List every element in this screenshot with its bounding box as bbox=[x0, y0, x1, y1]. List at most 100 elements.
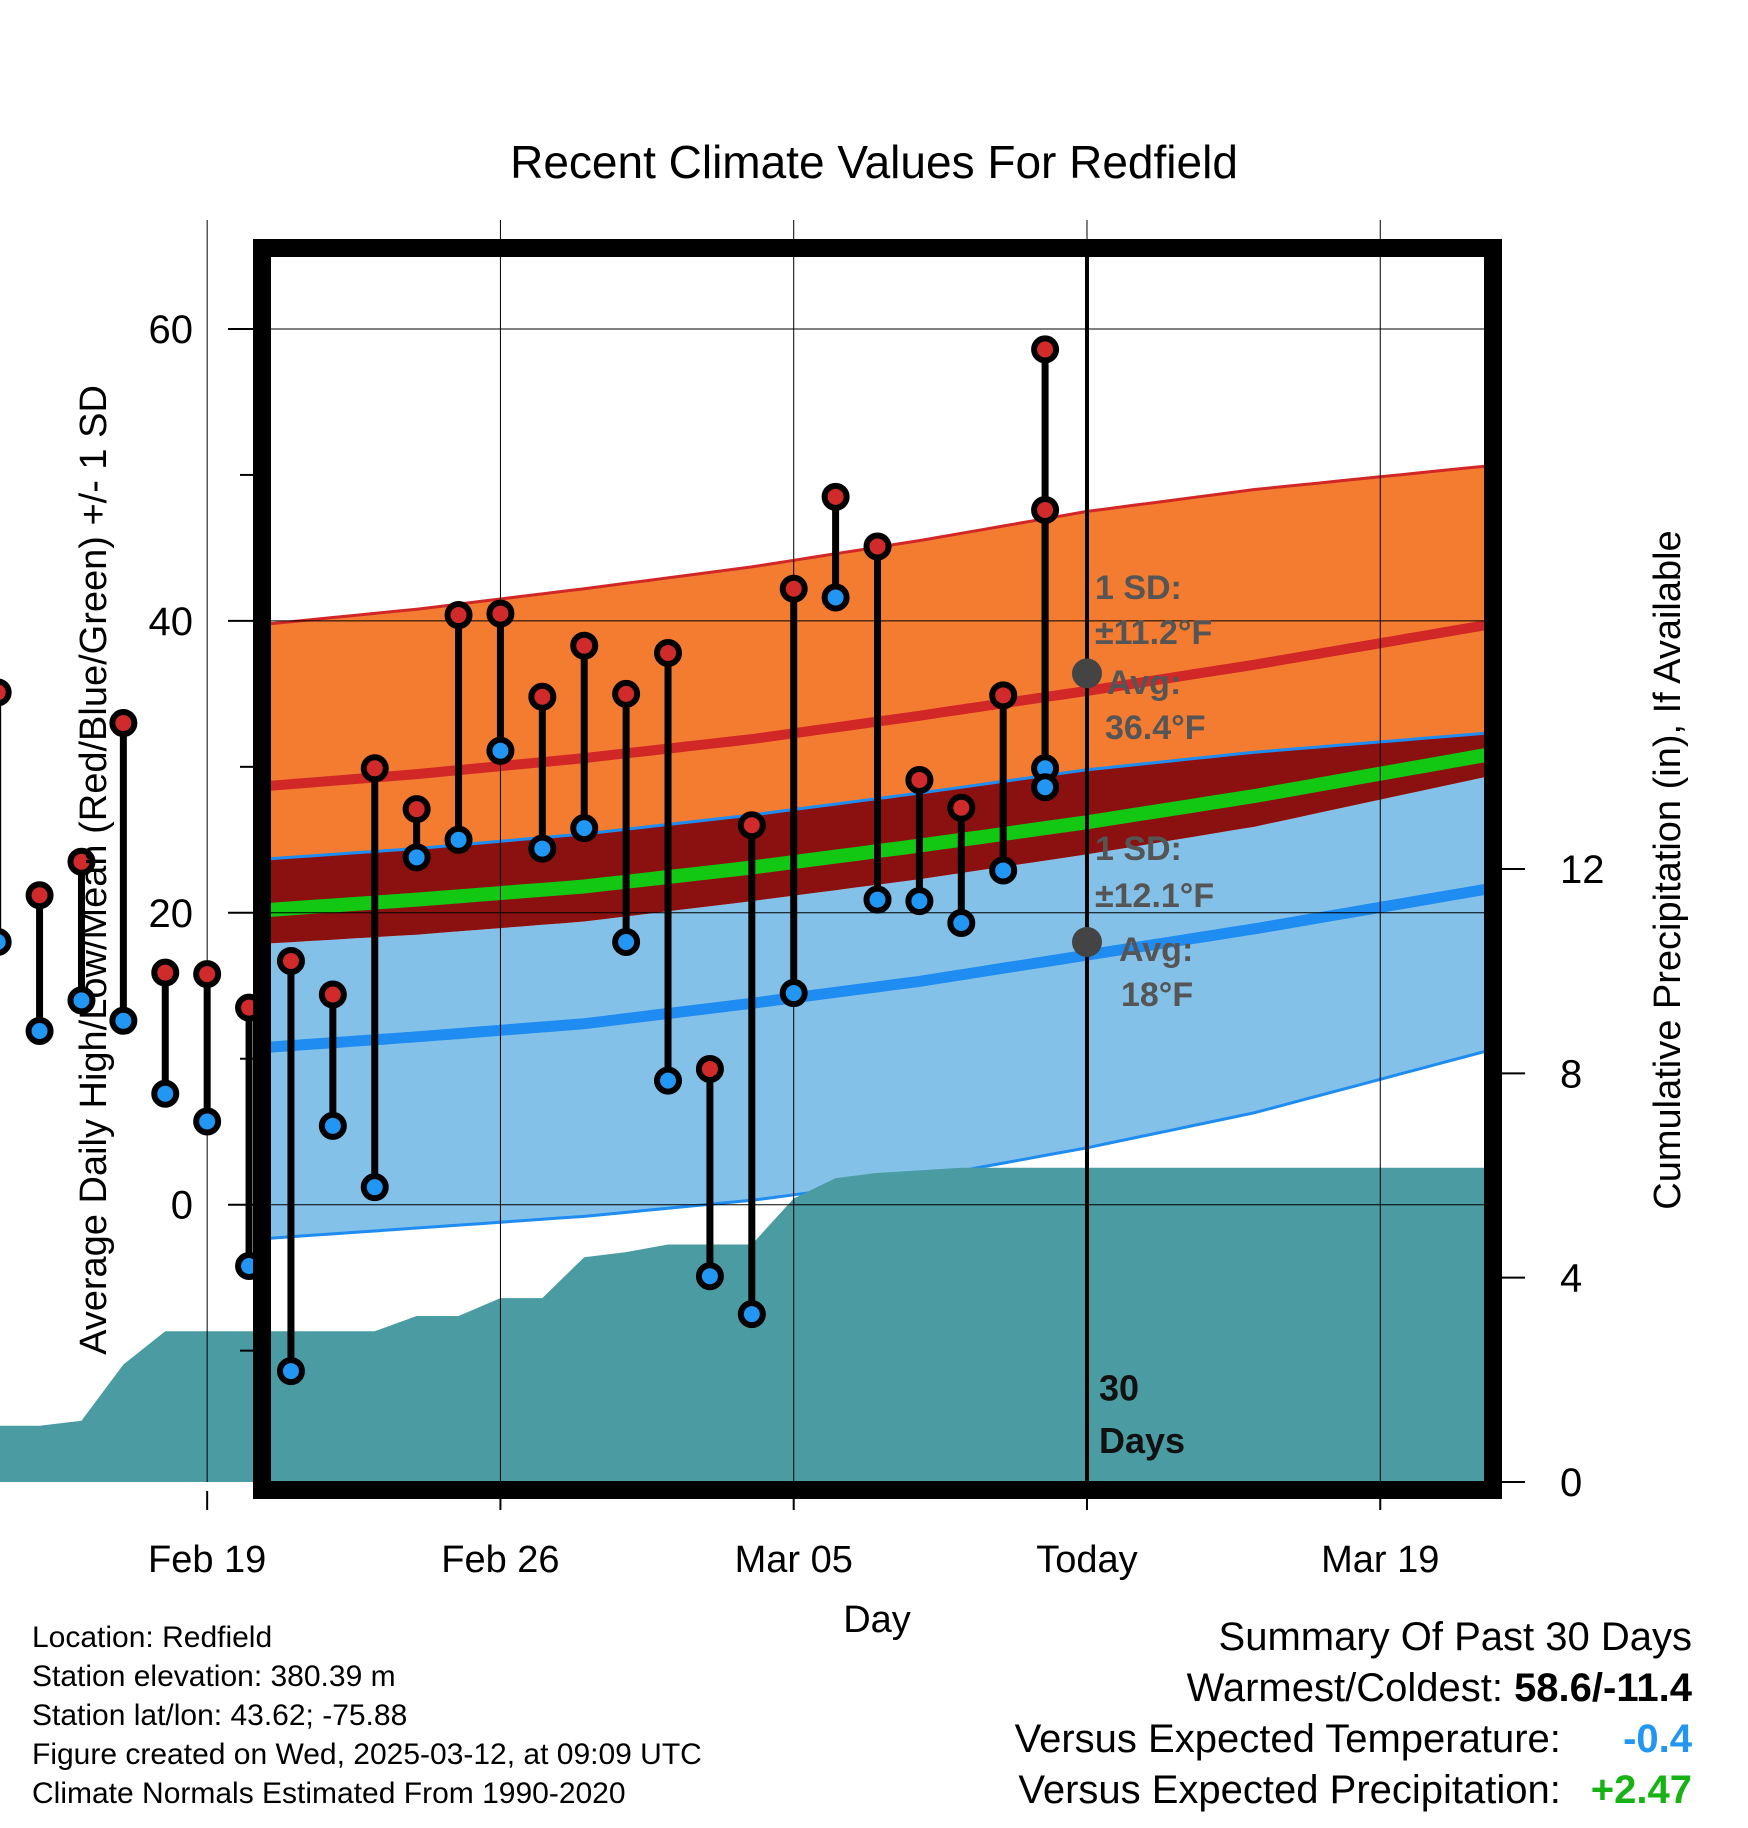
high-marker bbox=[528, 682, 557, 711]
x-axis-label: Day bbox=[843, 1599, 911, 1641]
low-marker bbox=[486, 736, 515, 765]
low-marker bbox=[654, 1066, 683, 1095]
high-marker bbox=[486, 599, 515, 628]
high-marker bbox=[863, 532, 892, 561]
high-marker bbox=[151, 958, 180, 987]
summary-title: Summary Of Past 30 Days bbox=[1218, 1615, 1692, 1659]
low-marker bbox=[528, 834, 557, 863]
summary-temp-value: -0.4 bbox=[1623, 1717, 1692, 1761]
low-sd-band bbox=[270, 777, 1485, 1239]
high-marker bbox=[360, 754, 389, 783]
summary-precip-label: Versus Expected Precipitation: bbox=[1018, 1768, 1561, 1812]
high-marker bbox=[193, 960, 222, 989]
summary-temp-row: Versus Expected Temperature: -0.4 bbox=[1015, 1714, 1692, 1765]
high-marker bbox=[109, 709, 138, 738]
high-marker bbox=[654, 638, 683, 667]
low-marker bbox=[695, 1262, 724, 1291]
high-marker bbox=[444, 601, 473, 630]
y-tick-label: 0 bbox=[171, 1184, 193, 1228]
low-marker bbox=[276, 1357, 305, 1386]
y-axis-label: Average Daily High/Low/Mean (Red/Blue/Gr… bbox=[73, 385, 115, 1355]
low-sd-value: ±12.1°F bbox=[1095, 877, 1214, 915]
low-marker bbox=[444, 825, 473, 854]
y2-tick-label: 12 bbox=[1560, 848, 1605, 892]
high-marker bbox=[1031, 335, 1060, 364]
precip-layer bbox=[0, 1167, 1485, 1482]
high-marker bbox=[318, 980, 347, 1009]
high-avg-value: 36.4°F bbox=[1105, 709, 1206, 747]
info-latlon: Station lat/lon: 43.62; -75.88 bbox=[32, 1699, 408, 1732]
x-tick-label: Feb 19 bbox=[148, 1539, 266, 1581]
low-marker bbox=[1031, 773, 1060, 802]
low-marker bbox=[25, 1017, 54, 1046]
low-marker bbox=[863, 885, 892, 914]
chart-title: Recent Climate Values For Redfield bbox=[510, 136, 1238, 188]
info-normals: Climate Normals Estimated From 1990-2020 bbox=[32, 1777, 626, 1810]
high-marker bbox=[779, 574, 808, 603]
low-marker bbox=[779, 979, 808, 1008]
high-marker bbox=[1031, 495, 1060, 524]
high-marker bbox=[67, 847, 96, 876]
low-marker bbox=[360, 1173, 389, 1202]
high-marker bbox=[737, 811, 766, 840]
low-marker bbox=[612, 927, 641, 956]
days-label-number: 30 bbox=[1099, 1367, 1139, 1408]
y2-tick-label: 8 bbox=[1560, 1052, 1582, 1096]
low-marker bbox=[193, 1107, 222, 1136]
x-tick-label: Today bbox=[1036, 1539, 1137, 1581]
y2-tick-label: 0 bbox=[1560, 1461, 1582, 1505]
high-marker bbox=[0, 678, 12, 707]
summary-precip-row: Versus Expected Precipitation: +2.47 bbox=[1015, 1765, 1692, 1816]
high-marker bbox=[402, 795, 431, 824]
high-sd-label: 1 SD: bbox=[1095, 569, 1182, 607]
summary-precip-value: +2.47 bbox=[1590, 1768, 1692, 1812]
summary-warmest-label: Warmest/Coldest: bbox=[1186, 1666, 1503, 1710]
info-created: Figure created on Wed, 2025-03-12, at 09… bbox=[32, 1738, 702, 1771]
high-marker bbox=[612, 679, 641, 708]
low-marker bbox=[67, 986, 96, 1015]
y2-tick-label: 4 bbox=[1560, 1257, 1582, 1301]
high-marker bbox=[570, 631, 599, 660]
low-marker bbox=[109, 1006, 138, 1035]
low-marker bbox=[318, 1111, 347, 1140]
y-axis: 0 20 40 60 bbox=[149, 308, 253, 1352]
low-avg-value: 18°F bbox=[1121, 976, 1193, 1014]
y2-axis: 0 4 8 12 bbox=[1502, 848, 1605, 1505]
precip-area bbox=[0, 1167, 1485, 1482]
low-marker bbox=[821, 583, 850, 612]
low-marker bbox=[151, 1079, 180, 1108]
low-sd-label: 1 SD: bbox=[1095, 830, 1182, 868]
info-location: Location: Redfield bbox=[32, 1621, 273, 1654]
high-avg-dot bbox=[1071, 658, 1102, 689]
low-mean-line bbox=[269, 883, 1486, 1053]
info-elevation: Station elevation: 380.39 m bbox=[32, 1660, 396, 1693]
high-marker bbox=[989, 681, 1018, 710]
high-marker bbox=[25, 881, 54, 910]
high-marker bbox=[905, 765, 934, 794]
summary-warmest-row: Warmest/Coldest: 58.6/-11.4 bbox=[1015, 1663, 1692, 1714]
low-marker bbox=[0, 928, 12, 956]
summary-panel: Summary Of Past 30 Days Warmest/Coldest:… bbox=[1015, 1612, 1692, 1816]
low-marker bbox=[905, 887, 934, 916]
high-marker bbox=[276, 946, 305, 975]
low-marker bbox=[402, 843, 431, 872]
high-marker bbox=[695, 1054, 724, 1083]
days-label-text: Days bbox=[1099, 1420, 1185, 1461]
summary-temp-label: Versus Expected Temperature: bbox=[1014, 1717, 1561, 1761]
x-tick-label: Mar 19 bbox=[1321, 1539, 1439, 1581]
daily-range-bars bbox=[0, 335, 1060, 1386]
annotations: 1 SD: ±11.2°F Avg: 36.4°F 1 SD: ±12.1°F Avg: 18… bbox=[1071, 569, 1214, 1461]
summary-warmest-value: 58.6/-11.4 bbox=[1514, 1666, 1692, 1710]
high-avg-label: Avg: bbox=[1107, 664, 1181, 702]
station-info: Location: Redfield Station elevation: 38… bbox=[32, 1618, 702, 1813]
x-tick-label: Feb 26 bbox=[441, 1539, 559, 1581]
x-tick-label: Mar 05 bbox=[735, 1539, 853, 1581]
y2-axis-label: Cumulative Precipitation (in), If Availa… bbox=[1647, 530, 1689, 1209]
high-sd-value: ±11.2°F bbox=[1095, 614, 1212, 652]
high-marker bbox=[821, 482, 850, 511]
y-tick-label: 40 bbox=[149, 600, 194, 644]
low-marker bbox=[947, 909, 976, 938]
y-tick-label: 20 bbox=[149, 892, 194, 936]
